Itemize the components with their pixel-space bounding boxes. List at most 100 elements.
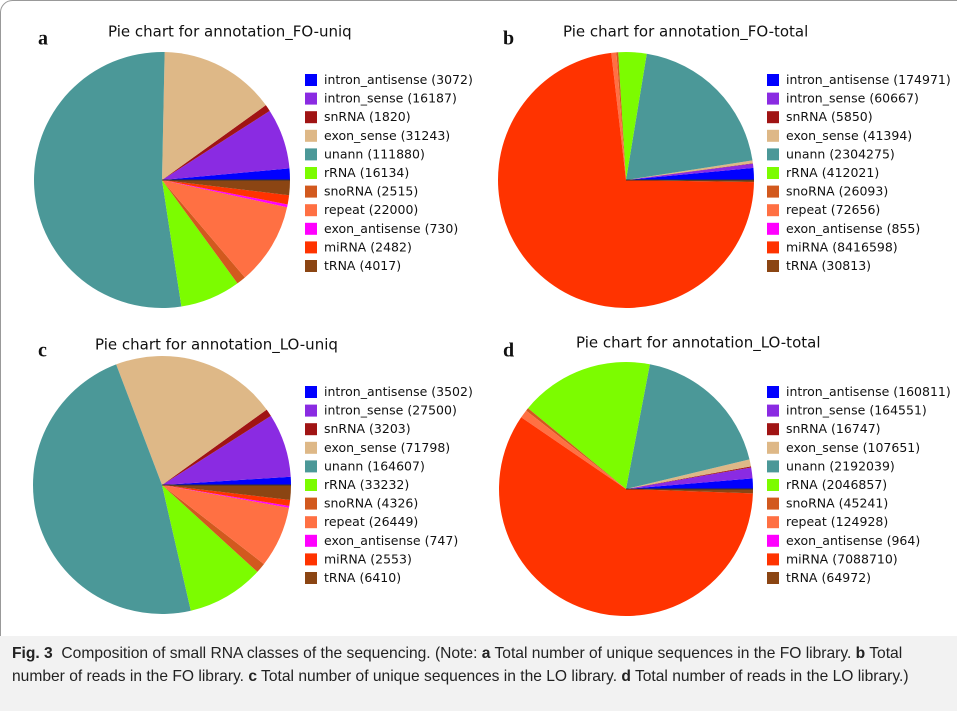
- pie-slice: [162, 180, 290, 205]
- legend-swatch: [305, 111, 317, 124]
- pie-slice: [162, 52, 266, 180]
- legend-name: miRNA: [786, 239, 829, 254]
- legend-value: (855): [887, 220, 921, 235]
- legend-value: (174971): [893, 72, 950, 87]
- legend-name: intron_antisense: [324, 72, 428, 87]
- pie-slice: [528, 362, 650, 489]
- legend-name: miRNA: [786, 551, 829, 566]
- pie-slice: [162, 415, 291, 485]
- legend-swatch: [767, 260, 779, 272]
- legend-swatch: [767, 185, 779, 198]
- pie-slice: [162, 180, 245, 284]
- pie-slice: [162, 180, 288, 278]
- legend-value: (107651): [863, 439, 920, 454]
- legend-name: tRNA: [324, 258, 356, 273]
- legend-label: exon_sense (31243): [324, 127, 450, 142]
- pie-slice: [162, 476, 291, 485]
- legend-value: (3502): [431, 384, 473, 399]
- panel-letter: b: [503, 28, 514, 50]
- legend-name: tRNA: [786, 570, 818, 585]
- pie-slice: [626, 364, 750, 489]
- legend-value: (111880): [367, 146, 424, 161]
- legend-swatch: [305, 479, 317, 491]
- caption-text: Composition of small RNA classes of the …: [52, 645, 482, 662]
- legend-name: exon_sense: [324, 127, 397, 142]
- legend-value: (26093): [839, 183, 889, 198]
- legend-value: (2482): [370, 239, 412, 254]
- legend-label: snRNA (16747): [786, 421, 881, 436]
- legend-label: snoRNA (4326): [324, 495, 418, 510]
- legend-swatch: [305, 460, 317, 473]
- pie-slice: [162, 485, 264, 572]
- pie-slice: [162, 485, 290, 508]
- legend-label: exon_antisense (747): [324, 532, 458, 547]
- pie-slice: [162, 409, 271, 485]
- legend-swatch: [767, 241, 779, 254]
- pie-slice: [497, 52, 754, 308]
- legend-name: miRNA: [324, 239, 367, 254]
- legend-label: snoRNA (26093): [786, 183, 888, 198]
- caption-text: Total number of unique sequences in the …: [490, 645, 856, 662]
- legend-value: (2046857): [822, 477, 887, 492]
- pie-slice: [618, 52, 647, 180]
- legend-value: (2192039): [829, 458, 894, 473]
- legend-value: (160811): [893, 384, 950, 399]
- pie-slice: [626, 467, 753, 489]
- legend-value: (60667): [869, 90, 919, 105]
- legend-name: intron_sense: [324, 402, 404, 417]
- pie-slice: [611, 52, 626, 180]
- legend-value: (31243): [401, 127, 451, 142]
- legend-label: rRNA (33232): [324, 477, 409, 492]
- pie-slice: [162, 485, 289, 565]
- legend-value: (2515): [377, 183, 419, 198]
- legend-swatch: [305, 204, 317, 217]
- legend-name: unann: [324, 458, 363, 473]
- legend-name: intron_antisense: [324, 384, 428, 399]
- pie-slice: [162, 180, 288, 208]
- legend-value: (164607): [367, 458, 424, 473]
- legend-swatch: [767, 404, 779, 417]
- caption-text: Total number of reads in the LO library.…: [630, 668, 909, 685]
- pie-slice: [626, 489, 753, 494]
- pie-slice: [626, 180, 754, 183]
- legend-label: snRNA (3203): [324, 421, 411, 436]
- legend-value: (4326): [377, 495, 419, 510]
- pie-slice: [162, 180, 290, 196]
- pie-slice: [162, 168, 290, 180]
- legend-label: intron_sense (16187): [324, 90, 457, 105]
- legend-label: unann (2192039): [786, 458, 895, 473]
- legend-name: exon_sense: [324, 439, 397, 454]
- caption-text: c: [248, 668, 257, 685]
- pie-slice: [162, 105, 270, 180]
- legend-value: (64972): [822, 570, 872, 585]
- legend-label: intron_antisense (174971): [786, 72, 951, 87]
- legend-swatch: [767, 148, 779, 161]
- legend-name: intron_sense: [324, 90, 404, 105]
- caption: Fig. 3 Composition of small RNA classes …: [0, 636, 957, 711]
- legend-swatch: [305, 497, 317, 510]
- legend-name: snRNA: [324, 109, 365, 124]
- legend-label: unann (164607): [324, 458, 425, 473]
- legend-label: rRNA (412021): [786, 165, 879, 180]
- legend-label: exon_antisense (964): [786, 532, 920, 547]
- legend-label: exon_antisense (855): [786, 220, 920, 235]
- legend-swatch: [767, 129, 779, 142]
- legend-value: (27500): [407, 402, 457, 417]
- legend-swatch: [305, 167, 317, 179]
- legend-value: (16134): [360, 165, 410, 180]
- caption-text: Total number of unique sequences in the …: [257, 668, 622, 685]
- legend-value: (5850): [831, 109, 873, 124]
- legend-name: exon_antisense: [324, 220, 421, 235]
- legend-value: (2553): [370, 551, 412, 566]
- legend-swatch: [305, 553, 317, 566]
- legend-name: unann: [324, 146, 363, 161]
- legend-value: (33232): [360, 477, 410, 492]
- legend-name: rRNA: [786, 165, 818, 180]
- legend-label: snoRNA (2515): [324, 183, 418, 198]
- legend-swatch: [305, 423, 317, 436]
- legend-label: exon_sense (71798): [324, 439, 450, 454]
- legend-label: repeat (22000): [324, 202, 418, 217]
- legend-label: rRNA (16134): [324, 165, 409, 180]
- caption-text: Fig. 3: [12, 645, 53, 662]
- legend-label: miRNA (7088710): [786, 551, 898, 566]
